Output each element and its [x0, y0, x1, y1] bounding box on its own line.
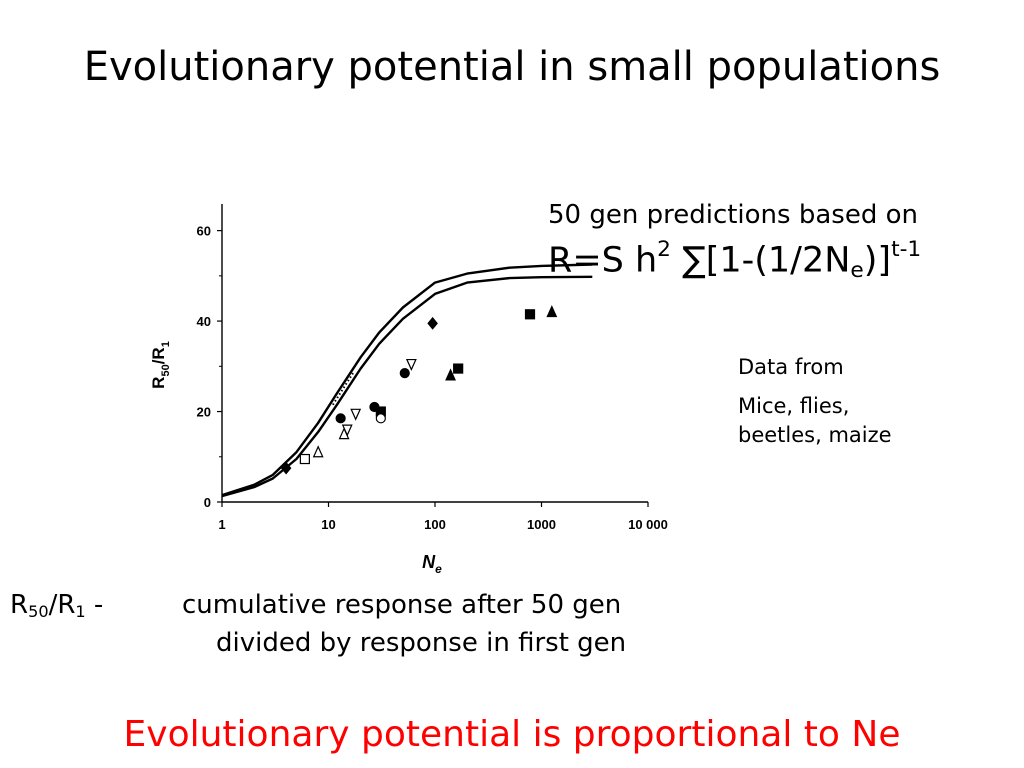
formula-intro: 50 gen predictions based on — [548, 200, 918, 230]
x-label-sub: e — [435, 562, 442, 576]
y-tick-label: 20 — [197, 405, 211, 420]
data-point — [453, 363, 464, 374]
x-tick-label: 100 — [424, 517, 446, 532]
data-point — [546, 305, 558, 318]
formula-part: R=S h — [548, 240, 658, 281]
y-label-sub1: 50 — [160, 364, 172, 376]
x-tick-label: 10 — [321, 517, 335, 532]
y-label-r: R — [149, 377, 168, 389]
x-axis-label: Ne — [422, 552, 442, 576]
y-tick-label: 0 — [204, 495, 211, 510]
x-tick-label: 10 000 — [628, 517, 668, 532]
definition-term: R50/R1 - — [10, 590, 104, 622]
data-point — [335, 413, 346, 424]
data-source-note: Data from Mice, flies, beetles, maize — [738, 353, 892, 450]
chart-axes: 0 20 40 60 1 10 100 1000 10 000 — [197, 204, 668, 532]
y-axis-label: R50/R1 — [149, 341, 172, 389]
formula-exponent: t-1 — [891, 237, 922, 262]
data-point — [399, 367, 410, 379]
data-point — [375, 413, 386, 424]
formula-subscript: e — [850, 258, 864, 284]
x-tick-label: 1 — [218, 517, 225, 532]
data-markers — [280, 305, 558, 475]
prediction-curve — [221, 263, 593, 497]
data-point — [350, 408, 362, 421]
definition: R50/R1 - cumulative response after 50 ge… — [10, 586, 626, 658]
response-formula: R=S h2 ∑[1-(1/2Ne)]t-1 — [548, 237, 922, 284]
slide-title: Evolutionary potential in small populati… — [83, 44, 941, 90]
prediction-curves — [221, 263, 593, 498]
definition-line: divided by response in first gen — [216, 628, 627, 658]
y-label-sub2: 1 — [160, 341, 172, 347]
data-point — [427, 316, 438, 330]
formula-exponent: 2 — [657, 237, 671, 262]
data-point — [312, 445, 324, 458]
data-point — [445, 368, 456, 381]
data-point — [524, 309, 536, 320]
y-tick-label: 60 — [197, 224, 211, 239]
y-label-mid: /R — [149, 347, 168, 364]
data-source-heading: Data from — [738, 355, 844, 379]
conclusion: Evolutionary potential is proportional t… — [123, 714, 901, 755]
formula-part: ∑[1-(1/2N — [670, 240, 851, 281]
x-label-main: N — [422, 552, 436, 572]
x-tick-label: 1000 — [527, 517, 556, 532]
data-point — [280, 461, 292, 475]
data-source-line: beetles, maize — [738, 423, 892, 447]
data-point — [405, 358, 417, 372]
data-point — [341, 424, 353, 437]
prediction-curve — [221, 275, 593, 498]
y-tick-label: 40 — [197, 314, 211, 329]
dotted-extrapolation — [332, 372, 354, 406]
formula-part: )] — [863, 240, 892, 281]
data-source-line: Mice, flies, — [738, 394, 850, 418]
data-point — [299, 453, 310, 465]
definition-line: cumulative response after 50 gen — [182, 590, 622, 620]
